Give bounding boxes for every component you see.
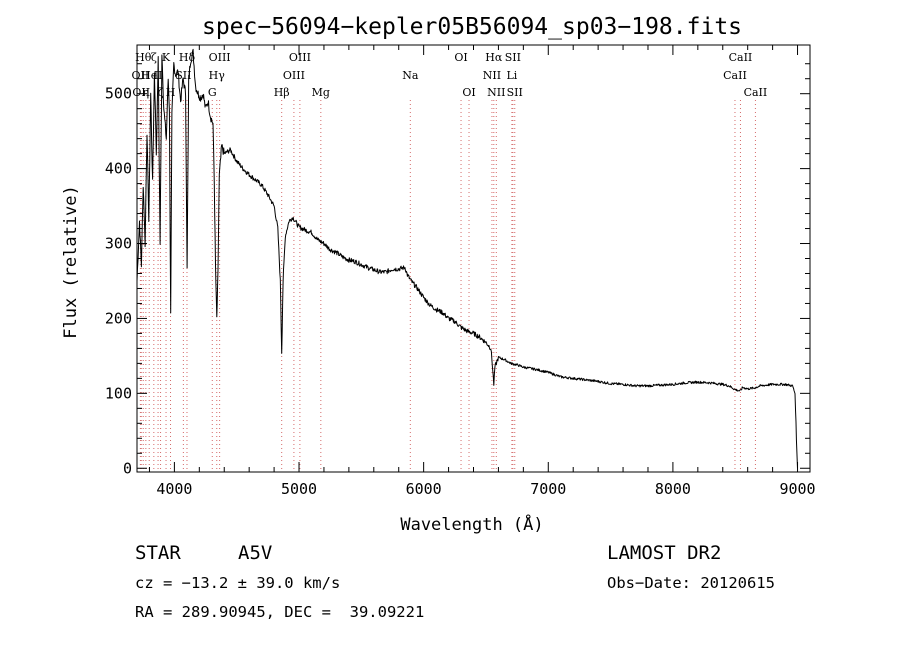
line-label-11: SII [175,69,191,82]
line-label-19: Na [402,69,419,82]
line-label-3: η [143,86,150,99]
spectral-subclass: A5V [238,542,273,564]
observation-date: Obs−Date: 20120615 [607,574,775,592]
line-label-13: Hγ [209,69,226,82]
line-label-18: Mg [312,86,330,99]
spectrum-line-0 [136,48,798,469]
line-label-0: OII [132,69,150,82]
line-label-28: CaII [723,69,747,82]
y-tick-label-400: 400 [105,160,132,178]
plot-frame [136,44,811,473]
object-class: STAR [135,542,181,564]
redshift-readout: cz = −13.2 ± 39.0 km/s [135,574,341,592]
line-label-25: Li [506,69,517,82]
plot-axes: 4000 5000 6000 7000 8000 9000 0 100 200 300 400 500 [105,44,816,498]
line-label-29: CaII [729,51,753,64]
x-tick-label-8000: 8000 [655,480,691,498]
line-label-21: OI [462,86,475,99]
spectral-line-markers: OIIOIIHθηHeζIIζKHHδSIIGHγOIIIHβOIIIOIIIM… [132,51,768,472]
spectrum-series [136,48,798,469]
line-label-14: OIII [209,51,231,64]
line-label-7: ζ [158,86,164,99]
line-label-24: NII [487,86,505,99]
y-axis-label: Flux (relative) [61,185,81,339]
x-axis-label: Wavelength (Å) [400,513,543,535]
line-label-5: ζ [151,51,157,64]
line-label-27: SII [507,86,523,99]
coordinates-readout: RA = 289.90945, DEC = 39.09221 [135,603,425,621]
y-tick-label-300: 300 [105,235,132,253]
line-label-15: Hβ [274,86,290,99]
line-label-2: Hθ [135,51,152,64]
chart-title: spec−56094−kepler05B56094_sp03−198.fits [202,14,742,40]
survey-release: LAMOST DR2 [607,542,722,564]
y-tick-label-100: 100 [105,384,132,402]
line-label-12: G [208,86,217,99]
line-label-23: Hα [485,51,503,64]
line-label-9: H [166,86,176,99]
x-tick-label-6000: 6000 [406,480,442,498]
line-label-4: He [141,69,157,82]
line-label-20: OI [454,51,467,64]
x-tick-label-9000: 9000 [779,480,815,498]
line-label-17: OIII [289,51,311,64]
line-label-26: SII [505,51,521,64]
line-label-30: CaII [744,86,768,99]
x-tick-label-5000: 5000 [281,480,317,498]
line-label-16: OIII [283,69,305,82]
line-label-22: NII [483,69,501,82]
y-tick-label-0: 0 [123,459,132,477]
x-tick-label-4000: 4000 [156,480,192,498]
x-tick-label-7000: 7000 [530,480,566,498]
line-label-8: K [162,51,171,64]
y-tick-label-200: 200 [105,309,132,327]
y-tick-label-500: 500 [105,85,132,103]
